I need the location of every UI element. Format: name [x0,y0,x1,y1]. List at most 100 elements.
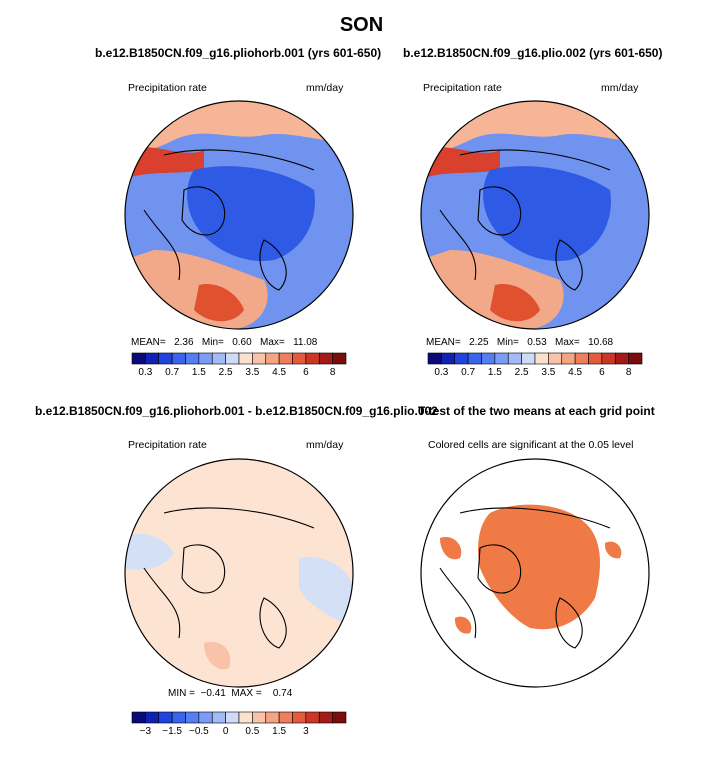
colorbar-swatch [225,352,240,365]
map-border-circle [420,100,650,330]
colorbar-swatch [211,352,226,365]
colorbar-swatch [494,352,509,365]
panel1-title: b.e12.B1850CN.f09_g16.pliohorb.001 (yrs … [95,46,382,60]
colorbar-tick-label: 0.7 [461,367,475,378]
panel2-min-label: Min= [496,337,519,348]
colorbar-tick-label: 0.3 [434,367,448,378]
significant-region-core [478,504,600,630]
colorbar-tick-label: 6 [599,367,605,378]
colorbar-swatch [238,711,253,724]
colorbar-tick-label: 3.5 [245,367,259,378]
colorbar-tick-label: 3.5 [541,367,555,378]
colorbar-tick-label: −3 [140,726,152,737]
colorbar-swatch [238,352,253,365]
panel3-units-label: mm/day [306,439,344,451]
colorbar-swatch [441,352,456,365]
significant-region-west [440,537,462,560]
panel2-mean-value: 2.25 [469,337,489,348]
panel2-max-label: Max= [555,337,580,348]
colorbar-swatch [588,352,603,365]
panel2-variable-label: Precipitation rate [423,82,502,94]
colorbar-swatch [292,352,307,365]
colorbar-swatch [332,352,347,365]
colorbar-tick-label: 0.7 [165,367,179,378]
panel3-title: b.e12.B1850CN.f09_g16.pliohorb.001 - b.e… [35,404,438,418]
colorbar-swatch [171,711,186,724]
colorbar-tick-label: 8 [626,367,632,378]
map-field-hot-streak [421,147,500,180]
colorbar-swatch [628,352,643,365]
significant-region-east [604,541,622,559]
panel3-variable-label: Precipitation rate [128,439,207,451]
panel3-stats: MIN = −0.41 MAX = 0.74 [168,688,292,699]
colorbar-tick-label: 4.5 [568,367,582,378]
colorbar-swatch [305,352,320,365]
panel1-max-label: Max= [260,337,285,348]
colorbar-swatch [225,711,240,724]
map-field-negative-east [299,557,353,628]
map-field-dry-core [187,166,315,261]
colorbar-tick-label: 8 [330,367,336,378]
panel2-min-value: 0.53 [527,337,547,348]
colorbar-swatch [332,711,347,724]
map-coastlines [143,149,315,291]
colorbar-swatch [548,352,563,365]
panel1-polar-map [124,100,354,330]
colorbar-tick-label: 1.5 [488,367,502,378]
panel1-min-value: 0.60 [232,337,252,348]
colorbar-swatch [265,711,280,724]
panel3-min-value: −0.41 [200,688,226,699]
map-field-negative-west [125,534,174,570]
map-border-circle [420,458,650,688]
panel4-title: T-test of the two means at each grid poi… [418,404,655,418]
map-border-circle [124,100,354,330]
panel4-polar-map [420,458,650,688]
page-title: SON [339,14,384,36]
colorbar-tick-label: 1.5 [272,726,286,737]
colorbar-swatch [292,711,307,724]
colorbar-swatch [507,352,522,365]
panel3-min-label: MIN = [168,688,195,699]
colorbar-tick-label: 0 [223,726,229,737]
panel2-units-label: mm/day [601,82,639,94]
panel4-subtitle: Colored cells are significant at the 0.0… [428,439,634,451]
colorbar-tick-label: −0.5 [189,726,209,737]
panel1-mean-label: MEAN= [131,337,166,348]
colorbar-tick-label: 0.5 [245,726,259,737]
colorbar-swatch [265,352,280,365]
colorbar-swatch [185,711,200,724]
map-border-circle [124,458,354,688]
colorbar-swatch [252,711,267,724]
colorbar-swatch [252,352,267,365]
colorbar-swatch [467,352,482,365]
colorbar-tick-label: 0.3 [138,367,152,378]
colorbar-tick-label: 2.5 [219,367,233,378]
panel3-max-label: MAX = [231,688,262,699]
colorbar-swatch [171,352,186,365]
map-field-dry-core [483,166,611,261]
map-coastlines [439,149,611,291]
panel3-polar-map [124,458,354,688]
colorbar-swatch [318,352,333,365]
map-field-hot-streak [125,147,204,180]
colorbar-swatch [481,352,496,365]
colorbar-swatch [574,352,589,365]
colorbar-swatch [131,711,146,724]
panel1-mean-value: 2.36 [174,337,194,348]
colorbar-swatch [198,352,213,365]
colorbar-tick-label: 3 [303,726,309,737]
colorbar-tick-label: 1.5 [192,367,206,378]
colorbar-swatch [278,352,293,365]
colorbar-swatch [145,352,160,365]
colorbar-swatch [318,711,333,724]
significant-region-south [454,616,472,634]
panel2-polar-map [420,100,650,330]
colorbar-swatch [427,352,442,365]
colorbar-swatch [601,352,616,365]
panel2-max-value: 10.68 [588,337,614,348]
map-field-hot-atlantic [490,284,540,322]
panel1-min-label: Min= [201,337,224,348]
panel2-colorbar: 0.3 0.7 1.5 2.5 3.5 4.5 6 8 [427,352,643,378]
panel3-colorbar: −3 −1.5 −0.5 0 0.5 1.5 3 [131,711,347,737]
panel2-mean-label: MEAN= [426,337,461,348]
